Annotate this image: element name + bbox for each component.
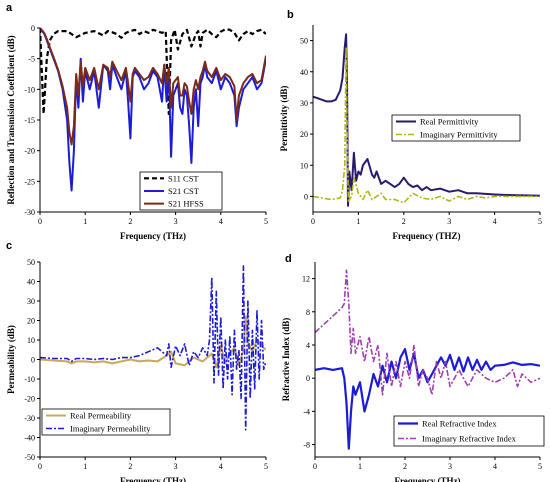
y-tick-label: 0 [31, 24, 35, 33]
y-tick-label: -5 [28, 55, 35, 64]
chart-panel-c: c 0 1 2 3 4 5 50 40 30 20 10 0 -10 -20 -30 -40 -50 Frequen… [6, 240, 268, 482]
x-tick-label: 2 [128, 462, 132, 471]
x-tick-label: 4 [219, 462, 223, 471]
chart-panel-a: a 0 1 2 3 4 5 0 -5 -10 -15 -20 -25 -30 Frequency (THz)… [6, 2, 268, 241]
series-line-b-1 [313, 45, 540, 204]
x-axis-label: Frequency (THz) [120, 476, 186, 482]
y-tick-label: 40 [27, 278, 35, 287]
y-axis-label: Permittivity (dB) [279, 86, 289, 152]
legend-box [393, 415, 545, 447]
y-tick-label: -50 [24, 453, 35, 462]
legend-label: Real Permittivity [420, 117, 479, 127]
y-tick-label: 12 [302, 275, 310, 284]
x-tick-label: 3 [174, 462, 178, 471]
legend-label: Real Refractive Index [422, 419, 497, 429]
y-tick-label: -30 [24, 208, 35, 217]
y-tick-label: -30 [24, 414, 35, 423]
x-axis-label: Frequency (THz) [120, 231, 186, 241]
x-tick-label: 1 [83, 462, 87, 471]
x-tick-label: 5 [264, 462, 268, 471]
y-tick-label: 30 [300, 99, 308, 108]
x-axis-label: Frequency (THz) [394, 476, 460, 482]
x-tick-label: 4 [493, 462, 497, 471]
x-tick-label: 5 [538, 462, 542, 471]
x-tick-label: 0 [38, 462, 42, 471]
y-tick-label: 8 [306, 308, 310, 317]
y-tick-label: -40 [24, 434, 35, 443]
y-tick-label: 20 [27, 317, 35, 326]
x-tick-label: 2 [403, 462, 407, 471]
y-tick-label: 4 [306, 341, 310, 350]
series-line-a-2 [40, 27, 266, 146]
y-tick-label: -25 [24, 177, 35, 186]
legend-label: S21 HFSS [168, 199, 204, 209]
x-tick-label: 5 [538, 217, 542, 226]
legend-label: Imaginary Permeability [70, 424, 151, 434]
series-line-b-0 [313, 33, 540, 207]
x-tick-label: 1 [358, 462, 362, 471]
y-axis-label: Permeability (dB) [6, 325, 16, 394]
legend-label: S21 CST [168, 186, 200, 196]
x-tick-label: 4 [219, 217, 223, 226]
x-tick-label: 0 [38, 217, 42, 226]
y-tick-label: 30 [27, 297, 35, 306]
legend-label: Real Permeability [70, 411, 132, 421]
x-tick-label: 1 [83, 217, 87, 226]
y-tick-label: 20 [300, 130, 308, 139]
x-tick-label: 3 [174, 217, 178, 226]
y-tick-label: -20 [24, 395, 35, 404]
y-tick-label: 10 [300, 161, 308, 170]
y-tick-label: -8 [303, 441, 310, 450]
y-tick-label: 40 [300, 68, 308, 77]
legend-label: S11 CST [168, 173, 199, 183]
x-tick-label: 0 [313, 462, 317, 471]
x-tick-label: 2 [128, 217, 132, 226]
legend-box [391, 114, 521, 142]
legend: Real Permittivity Imaginary Permittivity [391, 114, 521, 142]
legend-label: Imaginary Permittivity [420, 130, 498, 140]
series-line-c-1 [40, 265, 266, 431]
y-tick-label: -10 [24, 85, 35, 94]
y-tick-label: -4 [303, 407, 310, 416]
y-tick-label: 50 [27, 258, 35, 267]
y-axis-label: Refractive Index (dB) [281, 318, 291, 401]
y-tick-label: 0 [306, 374, 310, 383]
x-tick-label: 2 [402, 217, 406, 226]
panel-label: a [6, 2, 13, 14]
x-tick-label: 5 [264, 217, 268, 226]
y-tick-label: 0 [304, 192, 308, 201]
legend: Real Refractive Index Imaginary Refractiv… [393, 415, 545, 447]
series-line-c-0 [40, 315, 266, 369]
y-tick-label: -10 [24, 375, 35, 384]
legend: S11 CST S21 CST S21 HFSS [139, 171, 223, 211]
x-tick-label: 3 [448, 462, 452, 471]
series-line-d-1 [315, 269, 540, 396]
panel-label: d [285, 253, 292, 265]
legend-box [41, 408, 171, 436]
x-tick-label: 4 [493, 217, 497, 226]
y-tick-label: 50 [300, 37, 308, 46]
legend: Real Permeability Imaginary Permeability [41, 408, 171, 436]
x-tick-label: 3 [447, 217, 451, 226]
y-tick-label: -20 [24, 147, 35, 156]
panel-label: c [6, 240, 12, 252]
x-axis-label: Frequency (THZ) [392, 231, 460, 241]
y-tick-label: 0 [31, 356, 35, 365]
y-tick-label: -15 [24, 116, 35, 125]
y-tick-label: 10 [27, 336, 35, 345]
x-tick-label: 1 [356, 217, 360, 226]
y-axis-label: Reflection and Transmision Coefficient (… [6, 35, 16, 204]
panel-label: b [287, 9, 294, 21]
legend-label: Imaginary Refractive Index [422, 434, 517, 444]
x-tick-label: 0 [311, 217, 315, 226]
